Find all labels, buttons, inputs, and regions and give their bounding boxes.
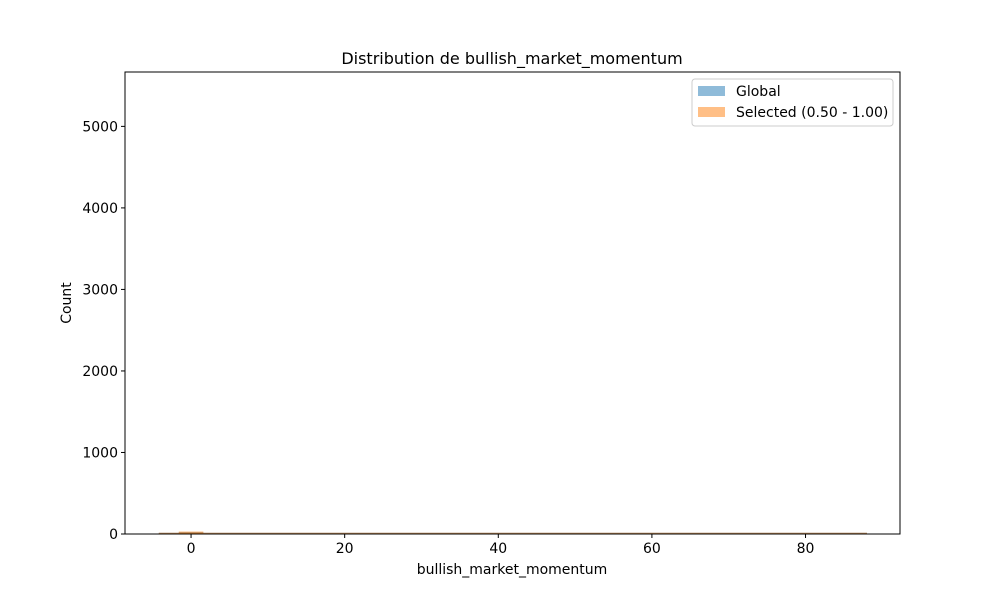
legend-label-selected: Selected (0.50 - 1.00)	[736, 105, 888, 121]
axis-ticks: 0 20 40 60 80 0 1000 2000 3000 4000 5000	[82, 119, 814, 557]
y-tick-label: 4000	[82, 201, 118, 217]
x-tick-label: 20	[336, 541, 354, 557]
x-axis-label: bullish_market_momentum	[417, 562, 608, 578]
legend-label-global: Global	[736, 84, 781, 100]
y-tick-label: 5000	[82, 119, 118, 135]
legend-swatch-global	[698, 86, 725, 96]
legend-swatch-selected	[698, 107, 725, 117]
x-tick-label: 60	[643, 541, 661, 557]
axes-frame	[124, 71, 901, 535]
y-tick-label: 1000	[82, 445, 118, 461]
y-tick-label: 3000	[82, 282, 118, 298]
x-tick-label: 0	[187, 541, 196, 557]
chart-title: Distribution de bullish_market_momentum	[341, 49, 682, 69]
y-axis-label: Count	[59, 282, 75, 324]
legend: Global Selected (0.50 - 1.00)	[691, 78, 894, 127]
y-tick-label: 2000	[82, 364, 118, 380]
x-tick-label: 80	[797, 541, 815, 557]
y-tick-label: 0	[109, 527, 118, 543]
x-tick-label: 40	[489, 541, 507, 557]
legend-box	[691, 78, 894, 127]
